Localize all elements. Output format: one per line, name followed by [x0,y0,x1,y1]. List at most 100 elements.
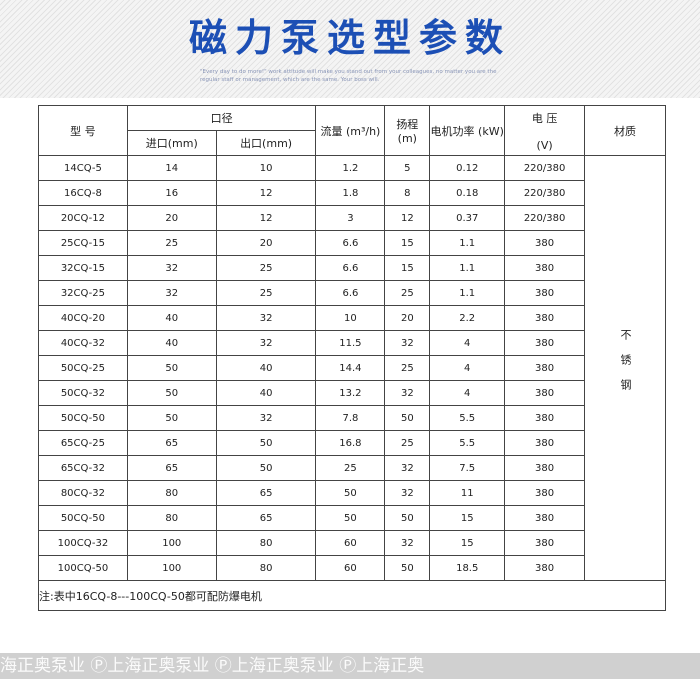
table-cell: 50 [126,405,217,431]
table-cell: 12 [215,205,317,231]
table-row: 25CQ-15 25 20 6.6 15 1.1 380 [38,230,666,256]
table-cell: 50 [315,480,386,506]
voltage-label: 电 压 [531,111,558,125]
table-cell: 50 [215,455,317,481]
table-cell: 50 [126,355,217,381]
table-cell: 380 [504,430,586,456]
table-row: 14CQ-5 14 10 1.2 5 0.12 220/380 不锈钢 [38,155,666,581]
header-inlet: 进口(mm) [126,130,217,156]
table-cell: 65CQ-32 [38,455,128,481]
table-cell: 6.6 [315,255,386,281]
table-cell: 50 [384,555,431,581]
table-cell: 100CQ-50 [38,555,128,581]
table-cell: 50CQ-50 [38,505,128,531]
table-cell: 14CQ-5 [38,155,128,181]
material-value: 不锈钢 [619,329,633,404]
table-cell: 6.6 [315,280,386,306]
banner-subtitle: "Every day to do more!" work attitude wi… [200,69,497,83]
header-power: 电机功率 (kW) [429,105,506,156]
table-cell: 3 [315,205,386,231]
title-banner: 磁力泵选型参数 "Every day to do more!" work att… [0,0,700,98]
table-cell: 25 [384,355,431,381]
table-cell: 40 [215,380,317,406]
table-cell: 50 [315,505,386,531]
table-cell: 80 [215,530,317,556]
table-cell: 0.18 [429,180,506,206]
table-cell: 7.5 [429,455,506,481]
table-cell: 25 [315,455,386,481]
table-cell: 380 [504,455,586,481]
table-cell: 60 [315,555,386,581]
table-cell: 50 [384,505,431,531]
table-cell: 15 [429,505,506,531]
table-cell: 15 [384,230,431,256]
table-cell: 10 [215,155,317,181]
table-cell: 11.5 [315,330,386,356]
table-cell: 32 [215,330,317,356]
material-cell: 不锈钢 [584,155,666,581]
voltage-unit: (V) [536,138,553,152]
table-cell: 20CQ-12 [38,205,128,231]
table-cell: 50 [126,380,217,406]
table-cell: 380 [504,355,586,381]
table-cell: 32CQ-25 [38,280,128,306]
table-cell: 8 [384,180,431,206]
table-cell: 32 [384,380,431,406]
header-model: 型 号 [38,105,128,156]
table-cell: 12 [215,180,317,206]
table-cell: 380 [504,330,586,356]
table-cell: 40CQ-20 [38,305,128,331]
table-cell: 32 [384,480,431,506]
table-cell: 20 [384,305,431,331]
table-cell: 32 [384,530,431,556]
table-cell: 65 [126,455,217,481]
table-cell: 25CQ-15 [38,230,128,256]
table-cell: 5.5 [429,405,506,431]
table-cell: 380 [504,230,586,256]
table-cell: 380 [504,530,586,556]
table-cell: 1.1 [429,230,506,256]
table-row: 80CQ-32 80 65 50 32 11 380 [38,480,666,506]
table-cell: 65 [215,480,317,506]
table-cell: 16 [126,180,217,206]
table-cell: 25 [384,280,431,306]
table-row: 100CQ-32 100 80 60 32 15 380 [38,530,666,556]
table-cell: 65CQ-25 [38,430,128,456]
header-material: 材质 [584,105,666,156]
table-cell: 14.4 [315,355,386,381]
table-cell: 4 [429,355,506,381]
table-cell: 4 [429,330,506,356]
table-cell: 16.8 [315,430,386,456]
table-cell: 40CQ-32 [38,330,128,356]
table-cell: 80 [215,555,317,581]
table-cell: 4 [429,380,506,406]
table-cell: 40 [126,330,217,356]
table-row: 65CQ-25 65 50 16.8 25 5.5 380 [38,430,666,456]
table-cell: 80 [126,505,217,531]
table-cell: 18.5 [429,555,506,581]
table-cell: 380 [504,555,586,581]
table-row: 50CQ-50 50 32 7.8 50 5.5 380 [38,405,666,431]
table-cell: 32 [215,305,317,331]
table-cell: 50CQ-32 [38,380,128,406]
header-voltage: 电 压 (V) [504,105,586,156]
table-cell: 15 [429,530,506,556]
table-cell: 12 [384,205,431,231]
table-note: 注:表中16CQ-8---100CQ-50都可配防爆电机 [38,580,666,611]
table-cell: 14 [126,155,217,181]
table-cell: 220/380 [504,180,586,206]
table-cell: 2.2 [429,305,506,331]
table-cell: 25 [215,280,317,306]
table-cell: 380 [504,255,586,281]
table-cell: 40 [126,305,217,331]
table-cell: 380 [504,305,586,331]
table-row: 20CQ-12 20 12 3 12 0.37 220/380 [38,205,666,231]
table-cell: 100 [126,555,217,581]
table-cell: 220/380 [504,155,586,181]
table-cell: 32 [384,330,431,356]
table-cell: 6.6 [315,230,386,256]
table-cell: 7.8 [315,405,386,431]
table-cell: 25 [384,430,431,456]
table-cell: 32 [215,405,317,431]
